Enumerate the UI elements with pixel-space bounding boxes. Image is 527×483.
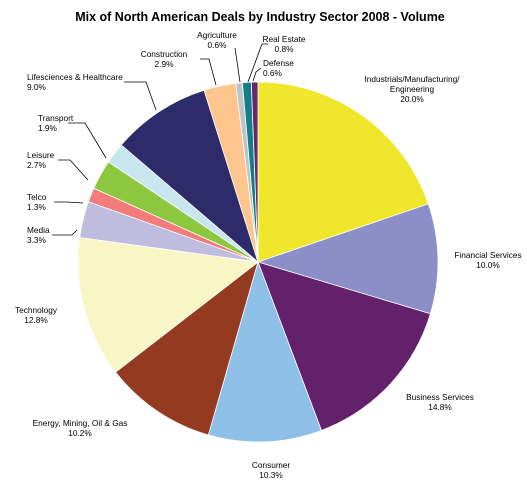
slice-label-agriculture: Agriculture 0.6% xyxy=(197,30,237,50)
pie-slice-lifesciences-and-healthcare xyxy=(120,89,259,264)
slice-label-business-services: Business Services 14.8% xyxy=(406,392,474,412)
leader-line-real-estate xyxy=(247,43,268,83)
slice-label-lifesciences-and-healthcare: Lifesciences & Healthcare 9.0% xyxy=(27,72,123,92)
slice-label-defense: Defense 0.6% xyxy=(263,58,294,78)
slice-labels: Industrials/Manufacturing/Engineering 20.… xyxy=(15,30,522,480)
chart-title: Mix of North American Deals by Industry … xyxy=(75,10,445,24)
leader-line-construction xyxy=(200,58,217,86)
pie-slice-defense xyxy=(250,81,259,263)
slice-label-industrials-manufacturing-engineering: Industrials/Manufacturing/Engineering 20.… xyxy=(364,74,460,104)
leader-line-telco xyxy=(54,201,84,204)
slice-label-consumer: Consumer 10.3% xyxy=(252,460,291,480)
slice-label-real-estate: Real Estate 0.8% xyxy=(263,34,306,54)
slice-label-transport: Transport 1.9% xyxy=(38,113,74,133)
leader-line-defense xyxy=(252,67,262,82)
leader-line-agriculture xyxy=(234,47,241,83)
leader-line-media xyxy=(52,229,78,236)
leader-line-leisure xyxy=(58,159,89,181)
slice-label-telco: Telco 1.3% xyxy=(27,192,47,212)
slice-label-financial-services: Financial Services 10.0% xyxy=(454,250,521,270)
slice-label-energy-mining-oil-and-gas: Energy, Mining, Oil & Gas 10.2% xyxy=(33,418,128,438)
pie-slice-financial-services xyxy=(256,203,439,315)
slice-label-media: Media 3.3% xyxy=(27,225,50,245)
pie-slice-technology xyxy=(77,237,259,373)
slice-label-technology: Technology 12.8% xyxy=(15,305,58,325)
pie-slice-energy-mining-oil-and-gas xyxy=(115,260,259,436)
leader-line-transport xyxy=(68,122,107,159)
pie-slices xyxy=(77,81,439,443)
pie-slice-industrials-manufacturing-engineering xyxy=(257,81,429,263)
leader-lines xyxy=(52,43,268,236)
pie-slice-business-services xyxy=(257,261,431,431)
leader-line-lifesciences-and-healthcare xyxy=(124,81,157,111)
slice-label-leisure: Leisure 2.7% xyxy=(27,150,55,170)
slice-label-construction: Construction 2.9% xyxy=(141,49,188,69)
pie-slice-consumer xyxy=(207,260,322,443)
